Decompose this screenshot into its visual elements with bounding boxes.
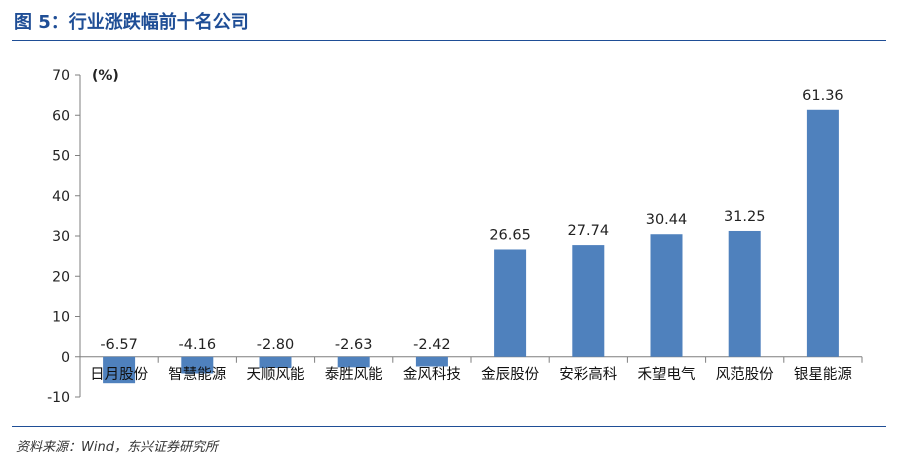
- category-label: 禾望电气: [638, 366, 696, 383]
- y-tick-label: 50: [52, 149, 70, 165]
- y-tick-label: 70: [52, 68, 70, 84]
- bar-2: [181, 356, 214, 374]
- bar-5: [415, 356, 448, 367]
- y-tick-label: 40: [52, 189, 70, 205]
- data-label: -2.63: [335, 337, 373, 353]
- y-tick-label: 10: [52, 310, 70, 326]
- bar-8: [650, 234, 683, 357]
- source-note: 资料来源：Wind，东兴证券研究所: [16, 440, 218, 455]
- data-label: 31.25: [724, 209, 766, 225]
- chart-labels: -6.57 日月股份 -4.16 智慧能源 -2.80 天顺风能 -2.63 泰胜风能 -2.4…: [90, 88, 852, 383]
- source-rule: [12, 426, 886, 427]
- data-label: -2.80: [257, 337, 295, 353]
- data-label: 26.65: [489, 227, 531, 243]
- bar-1: [103, 356, 136, 384]
- data-label: 30.44: [646, 212, 688, 228]
- y-unit-label: (%): [92, 68, 119, 84]
- y-tick-label: 0: [61, 350, 70, 366]
- bar-9: [728, 230, 761, 357]
- data-label: -4.16: [179, 337, 217, 353]
- data-label: 61.36: [802, 88, 844, 104]
- category-label: 泰胜风能: [325, 366, 383, 383]
- y-tick-label: -10: [47, 390, 70, 406]
- category-label: 风范股份: [716, 366, 774, 383]
- category-label: 天顺风能: [247, 366, 305, 383]
- chart-axes: 70 60 50 40 30 20 10 0 -10 (%): [47, 68, 863, 406]
- bar-3: [259, 356, 292, 369]
- bar-7: [572, 245, 605, 357]
- bar-4: [337, 356, 370, 368]
- data-label: -2.42: [413, 337, 451, 353]
- category-label: 金辰股份: [481, 366, 539, 383]
- category-label: 安彩高科: [559, 366, 617, 383]
- data-label: -6.57: [100, 337, 138, 353]
- title-rule: [12, 40, 886, 41]
- category-label: 智慧能源: [168, 366, 226, 383]
- bar-10: [806, 109, 839, 357]
- y-tick-label: 30: [52, 229, 70, 245]
- category-label: 日月股份: [90, 366, 148, 383]
- y-tick-label: 60: [52, 108, 70, 124]
- category-label: 银星能源: [794, 366, 852, 383]
- y-tick-label: 20: [52, 269, 70, 285]
- figure-title: 图 5：行业涨跌幅前十名公司: [14, 12, 249, 33]
- data-label: 27.74: [568, 223, 610, 239]
- bar-6: [494, 249, 527, 357]
- category-label: 金风科技: [403, 366, 461, 383]
- chart-bars: [103, 109, 839, 384]
